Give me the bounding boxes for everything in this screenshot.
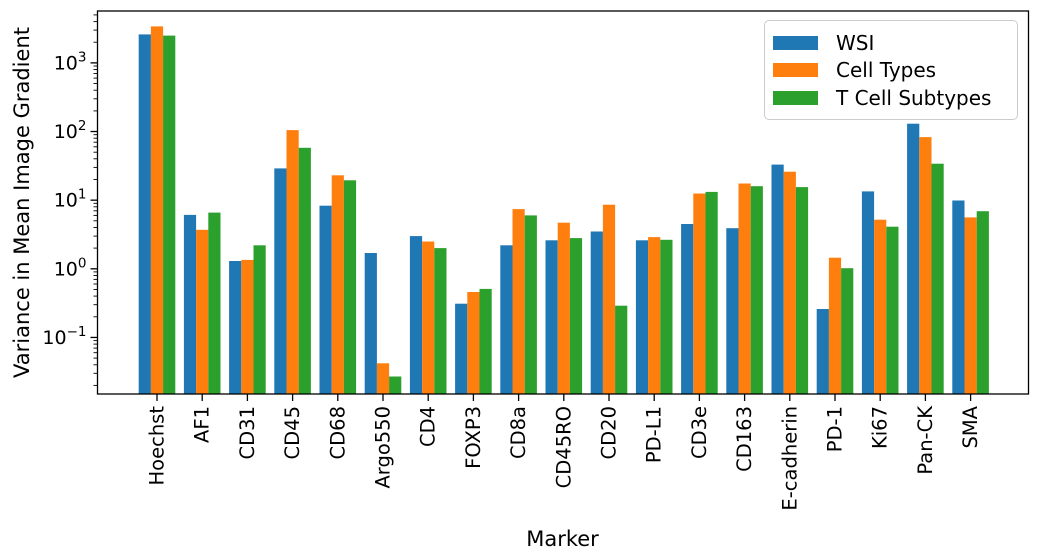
bar [861,191,875,394]
legend-swatch-cell-types [773,63,818,77]
bar [569,238,583,394]
x-tick-label: AF1 [191,406,214,443]
bar [886,226,899,394]
bar [208,212,221,394]
x-tick-label: CD20 [598,406,621,459]
bar [286,130,299,394]
bar [545,240,558,394]
bar [500,245,513,394]
bar [376,363,390,394]
bar [726,228,739,394]
bar [150,26,164,395]
bar [479,288,492,394]
bar [229,261,242,394]
y-axis-label: Variance in Mean Image Gradient [10,27,34,378]
x-tick-label: CD4 [417,406,440,447]
x-tick-label: Ki67 [869,406,892,449]
x-tick-label: PD-1 [824,406,847,452]
bar [241,259,254,394]
x-tick-label: Argo550 [372,406,395,489]
bar [828,257,842,394]
bar [409,236,423,394]
x-tick-label: SMA [959,405,982,448]
legend-item: T Cell Subtypes [773,84,1007,111]
bar [635,240,649,394]
bar [467,292,480,394]
bar [455,303,468,394]
bar [364,253,377,394]
bar [750,186,763,394]
bar [705,191,718,394]
bar [681,224,694,394]
bar [738,183,751,394]
x-tick-label: FOXP3 [462,406,485,469]
bar [163,35,176,394]
bar [931,163,944,394]
bar [389,376,402,394]
bar [183,214,197,394]
bar [841,268,854,394]
bar [602,204,616,394]
bar [783,171,796,394]
bar [874,219,887,394]
x-axis-label: Marker [526,527,599,551]
legend: WSI Cell Types T Cell Subtypes [764,20,1018,120]
x-tick-label: CD3e [688,406,711,459]
bar [253,245,266,394]
x-tick-label: Pan-CK [914,405,937,475]
x-tick-label: CD45RO [552,406,575,488]
x-tick-label: E-cadherin [778,406,801,511]
legend-item: WSI [773,29,1007,56]
y-tick-label: 100 [54,255,87,280]
y-tick-label: 103 [54,49,87,74]
bar [919,137,932,394]
y-tick-label: 102 [54,118,87,143]
legend-label: T Cell Subtypes [836,85,992,110]
x-tick-label: PD-L1 [643,406,666,463]
bar [434,248,447,394]
bar [343,180,357,394]
bar [331,175,344,394]
x-tick-label: CD8a [507,406,530,459]
bar [274,168,287,394]
bars-layer [138,26,989,395]
bar [298,147,311,394]
legend-label: Cell Types [836,58,937,82]
bar [557,222,570,394]
bar [795,187,809,394]
y-tick-label: 101 [54,187,87,212]
bar [964,217,977,394]
bar [816,309,829,394]
x-tick-label: CD68 [326,406,349,459]
bar [524,215,537,394]
plot-border [96,10,1030,395]
bar [512,209,525,394]
bar [693,193,706,394]
legend-label: WSI [836,30,875,55]
bar [615,305,628,394]
x-tick-label: CD163 [733,406,756,472]
bar [976,211,989,394]
bar [648,237,661,394]
bar [590,231,603,394]
x-tick-label: CD31 [236,406,259,459]
x-tick-label: Hoechst [146,406,169,486]
bar [952,200,965,394]
x-tick-label: CD45 [281,406,304,459]
bar [196,229,209,394]
bar [907,123,920,394]
legend-item: Cell Types [773,57,1007,84]
legend-swatch-wsi [773,35,818,50]
ticks-layer: 10−1 100 101 102 103 Hoechst AF1 CD31 CD45 CD68 Ar… [42,14,982,511]
bar [660,239,673,394]
y-tick-label: 10−1 [42,324,86,349]
legend-swatch-t-cell-subtypes [773,90,818,105]
bar [138,34,151,395]
bar [422,241,435,394]
bar [319,205,332,394]
bar [771,164,784,394]
